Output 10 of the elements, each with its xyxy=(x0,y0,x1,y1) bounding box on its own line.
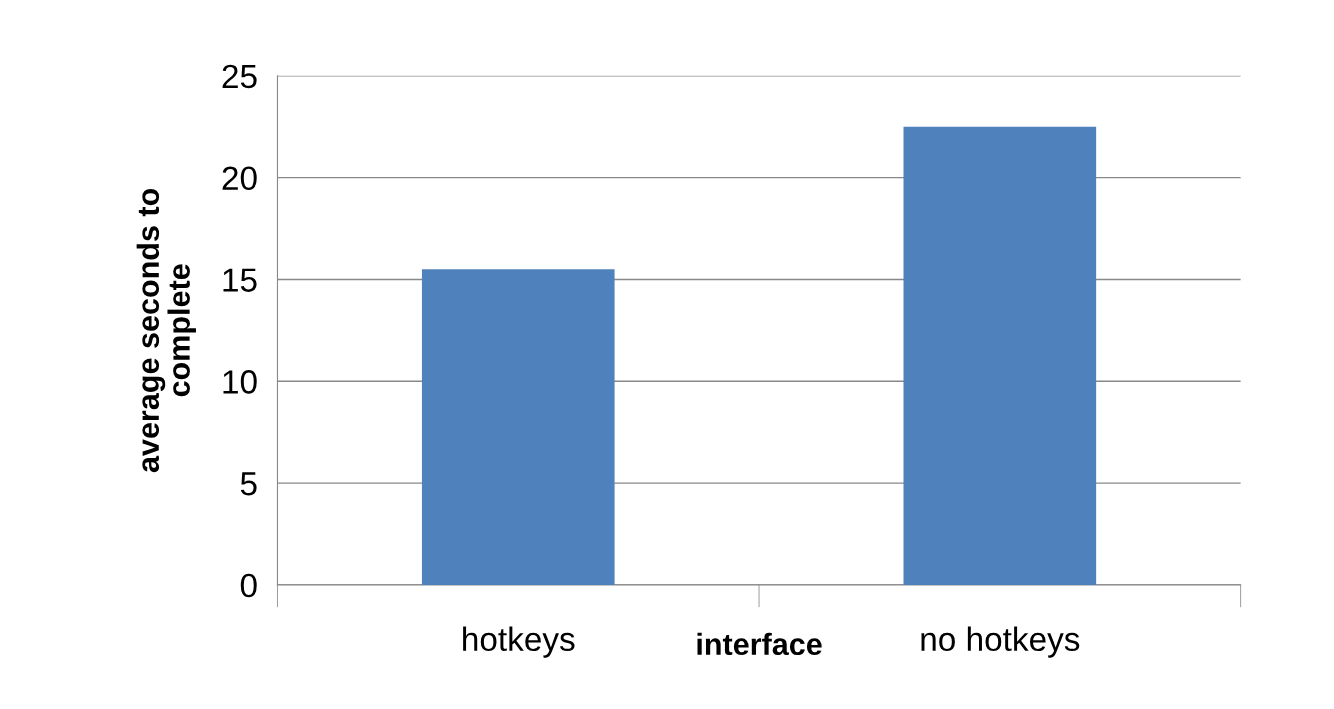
x-tick-label: hotkeys xyxy=(463,626,575,658)
y-axis-title: average seconds to complete xyxy=(136,188,196,473)
y-tick-label: 20 xyxy=(222,166,257,191)
y-tick-label: 0 xyxy=(240,573,257,598)
x-axis-title: interface xyxy=(697,632,822,656)
x-tick-label: no hotkeys xyxy=(921,626,1080,658)
y-tick-label: 15 xyxy=(223,268,257,292)
y-tick-label: 25 xyxy=(222,64,257,89)
y-tick-label: 5 xyxy=(240,472,257,496)
y-tick-label: 10 xyxy=(223,370,257,394)
